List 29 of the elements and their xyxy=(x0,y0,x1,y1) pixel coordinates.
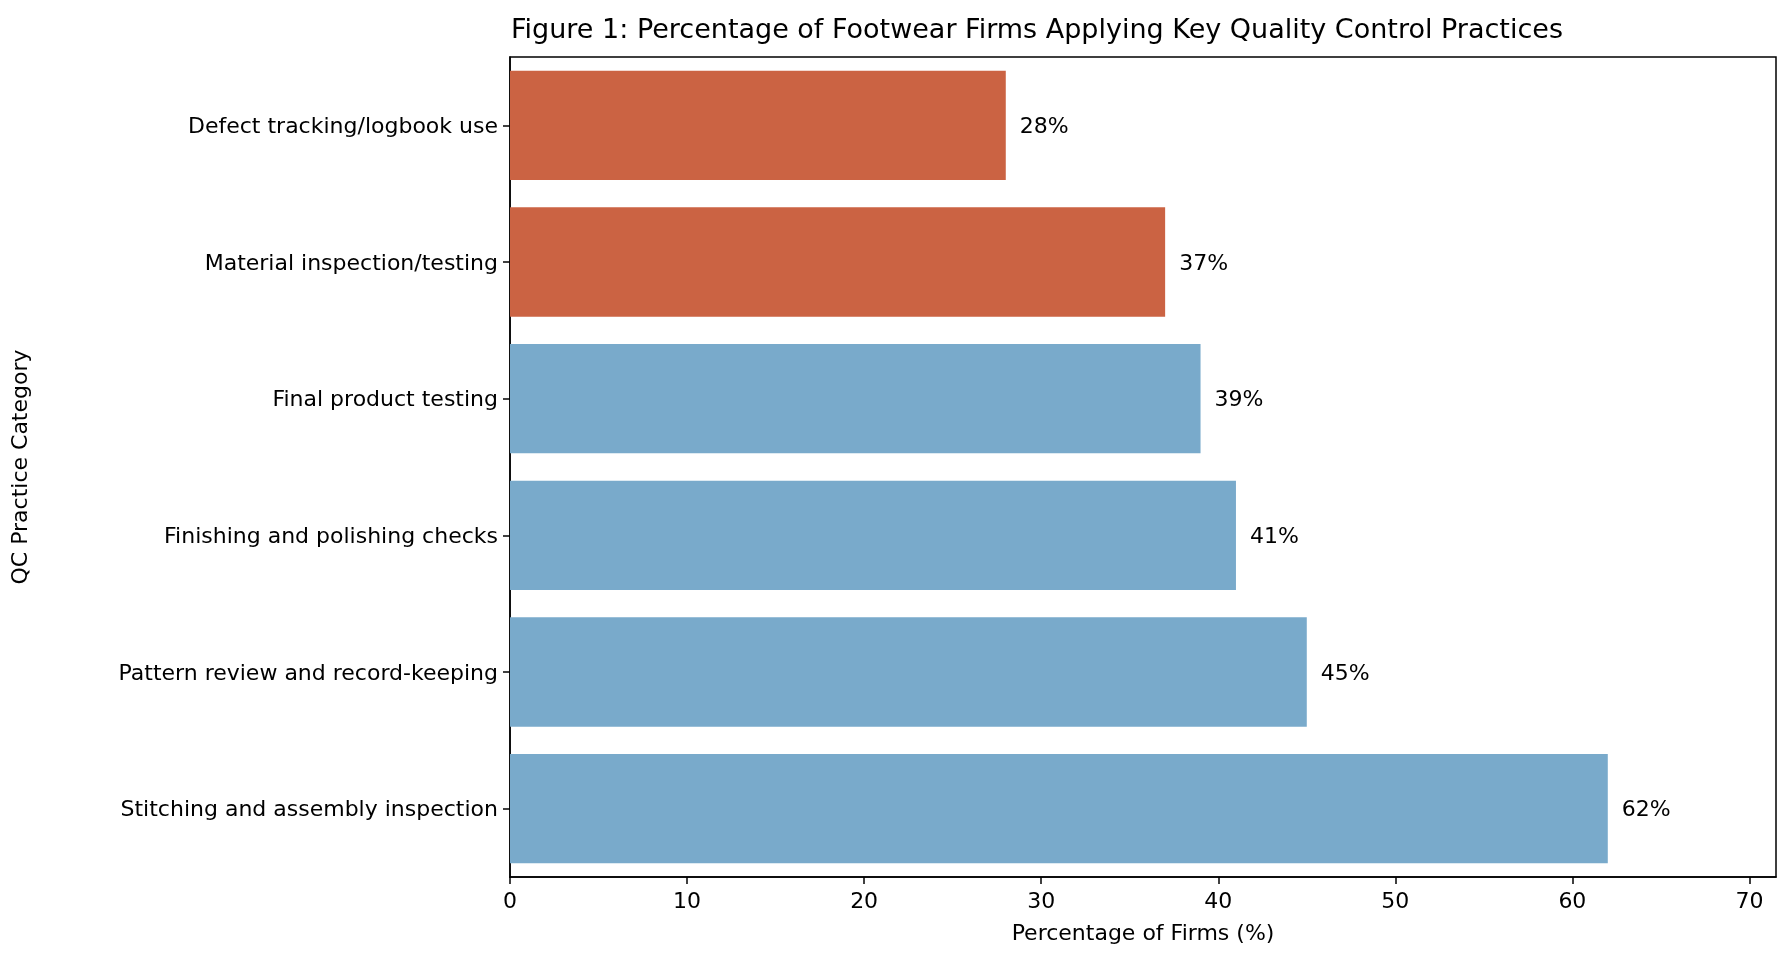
x-tick-label: 10 xyxy=(673,887,702,913)
x-tick-label: 30 xyxy=(1027,887,1056,913)
x-tick-label: 60 xyxy=(1558,887,1587,913)
x-tick-label: 50 xyxy=(1381,887,1410,913)
y-tick-label: Finishing and polishing checks xyxy=(164,522,498,548)
data-label: 28% xyxy=(1019,112,1069,138)
y-tick-label: Defect tracking/logbook use xyxy=(188,112,498,138)
chart-title: Figure 1: Percentage of Footwear Firms Applying Key Quality Control Practices xyxy=(511,13,1563,44)
data-label: 41% xyxy=(1249,522,1299,548)
bar xyxy=(510,344,1201,454)
bar xyxy=(510,207,1166,317)
data-label: 37% xyxy=(1179,249,1229,275)
y-tick-label: Pattern review and record-keeping xyxy=(118,659,498,685)
bar xyxy=(510,617,1307,727)
data-label: 39% xyxy=(1214,386,1264,412)
bar xyxy=(510,480,1236,590)
bar xyxy=(510,70,1006,180)
x-tick-label: 40 xyxy=(1204,887,1233,913)
x-tick-label: 0 xyxy=(503,887,517,913)
x-tick-label: 70 xyxy=(1735,887,1764,913)
data-label: 45% xyxy=(1320,659,1370,685)
x-axis-title: Percentage of Firms (%) xyxy=(1011,919,1275,945)
y-tick-label: Material inspection/testing xyxy=(204,249,498,275)
y-tick-label: Stitching and assembly inspection xyxy=(120,796,498,822)
y-tick-label: Final product testing xyxy=(272,386,498,412)
y-axis-title: QC Practice Category xyxy=(6,349,32,585)
x-tick-label: 20 xyxy=(850,887,879,913)
data-label: 62% xyxy=(1621,796,1671,822)
bar xyxy=(510,754,1608,864)
